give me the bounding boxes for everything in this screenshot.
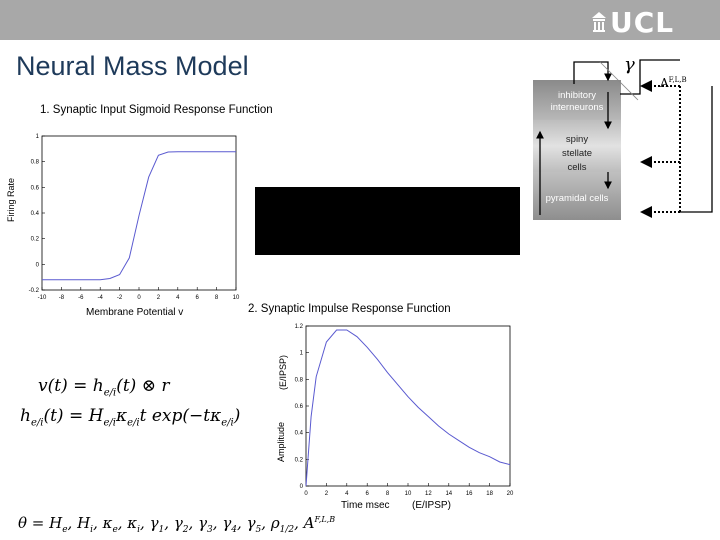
x-tick-label: 10	[405, 491, 412, 497]
y-tick-label: 0	[300, 484, 304, 490]
impulse-response-chart: 0 2 4 6 8 10 12 14 16 18 20 0 0.2 0.4 0.6 0.8 1 1.2	[295, 324, 514, 497]
x-tick-label: 20	[507, 491, 514, 497]
impulse-x-label-unit: (E/IPSP)	[412, 500, 451, 511]
logo-text: UCL	[610, 6, 675, 39]
x-tick-label: 12	[425, 491, 432, 497]
x-tick-label: 10	[233, 295, 240, 301]
impulse-y-label: Amplitude	[276, 421, 286, 462]
connection-arrows	[536, 59, 713, 218]
x-tick-label: 16	[466, 491, 473, 497]
spiny-label-3: cells	[567, 162, 587, 173]
x-tick-label: -8	[59, 295, 65, 301]
sigmoid-x-label: Membrane Potential v	[86, 307, 184, 318]
y-tick-label: 0.2	[31, 237, 40, 243]
equation-convolution: v(t) = he/i(t) ⊗ r	[38, 376, 170, 399]
sigmoid-y-label: Firing Rate	[6, 177, 16, 222]
black-panel	[255, 187, 520, 255]
x-tick-label: 6	[196, 295, 200, 301]
y-tick-label: 1	[36, 134, 40, 140]
y-tick-label: 0.2	[295, 457, 304, 463]
ucl-logo: UCL	[592, 8, 712, 38]
x-tick-label: 4	[176, 295, 180, 301]
inhibitory-label-2: interneurons	[550, 102, 604, 113]
plot-frame	[305, 325, 511, 487]
y-tick-label: 0.8	[295, 377, 304, 383]
y-tick-label: -0.2	[29, 288, 40, 294]
portico-icon	[592, 12, 606, 32]
x-tick-label: 0	[304, 491, 308, 497]
pyramidal-cells-block: pyramidal cells	[533, 172, 621, 220]
x-tick-label: 8	[215, 295, 219, 301]
x-tick-label: -6	[78, 295, 84, 301]
y-tick-label: 0.6	[295, 404, 304, 410]
x-tick-label: 2	[157, 295, 161, 301]
external-input-label: AF,L,B	[660, 76, 687, 90]
x-tick-label: 2	[325, 491, 329, 497]
series-line	[42, 151, 236, 281]
inhibitory-interneurons-block: inhibitory interneurons	[533, 80, 621, 120]
pyramidal-label: pyramidal cells	[545, 193, 609, 204]
equation-kernel: he/i(t) = He/iκe/it exp(−tκe/i)	[20, 406, 241, 429]
section1-label: 1. Synaptic Input Sigmoid Response Funct…	[40, 104, 273, 116]
y-tick-label: 1.2	[295, 324, 304, 330]
spiny-label-2: stellate	[561, 148, 593, 159]
equation-parameters: θ = He, Hi, κe, κi, γ1, γ2, γ3, γ4, γ5, …	[18, 514, 336, 535]
y-tick-label: 0.8	[31, 160, 40, 166]
x-tick-label: -10	[38, 295, 47, 301]
plot-frame	[41, 135, 237, 291]
y-tick-label: 1	[300, 351, 304, 357]
x-tick-label: -2	[117, 295, 123, 301]
x-tick-label: 0	[137, 295, 141, 301]
y-tick-label: 0.6	[31, 185, 40, 191]
y-tick-label: 0.4	[295, 431, 304, 437]
x-tick-label: -4	[98, 295, 104, 301]
spiny-label-1: spiny	[565, 134, 589, 145]
x-tick-label: 4	[345, 491, 349, 497]
sigmoid-chart: -10 -8 -6 -4 -2 0 2 4 6 8 10 -0.2 0 0.2 0.4 0.6 0.8 1	[29, 134, 240, 301]
section2-label: 2. Synaptic Impulse Response Function	[248, 303, 451, 315]
impulse-x-label: Time msec	[341, 500, 390, 511]
y-tick-label: 0.4	[31, 211, 40, 217]
series-line	[305, 329, 511, 487]
gamma-symbol: γ	[624, 54, 635, 75]
page-title: Neural Mass Model	[16, 51, 249, 81]
impulse-y-label-unit: (E/IPSP)	[278, 354, 288, 390]
x-tick-label: 8	[386, 491, 390, 497]
y-tick-label: 0	[36, 262, 40, 268]
inhibitory-label-1: inhibitory	[557, 90, 597, 101]
x-tick-label: 14	[445, 491, 452, 497]
x-tick-label: 18	[486, 491, 493, 497]
x-tick-label: 6	[366, 491, 370, 497]
